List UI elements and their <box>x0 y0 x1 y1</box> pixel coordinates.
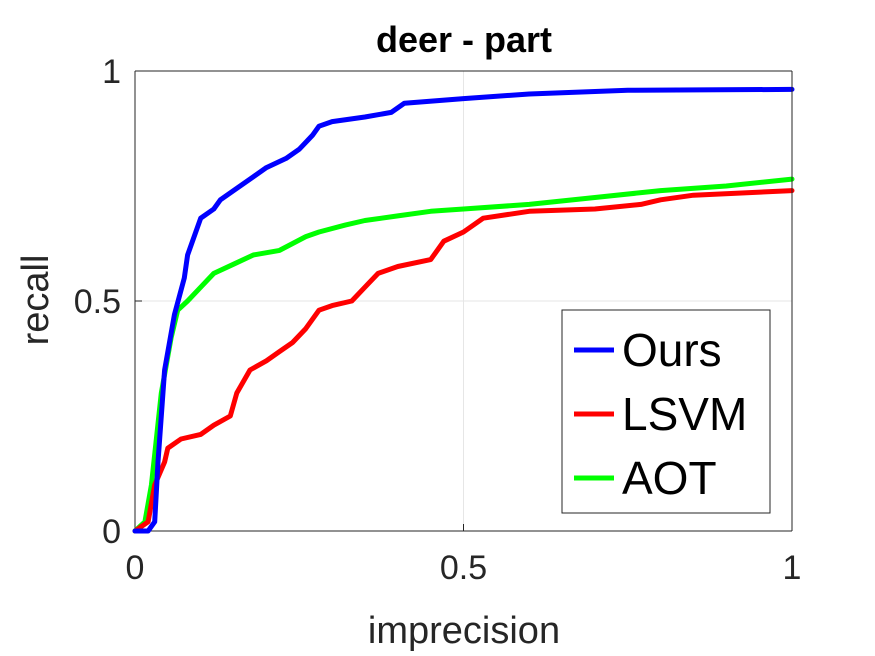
y-axis-label: recall <box>15 255 57 346</box>
x-tick-label-0: 0 <box>126 549 145 587</box>
x-axis-label: imprecision <box>368 610 560 652</box>
y-tick-label-1: 0.5 <box>74 283 121 321</box>
legend-label-ours: Ours <box>622 324 722 376</box>
y-tick-label-0: 0 <box>102 513 121 551</box>
chart-title: deer - part <box>376 19 552 60</box>
x-tick-label-2: 1 <box>783 549 802 587</box>
legend-label-lsvm: LSVM <box>622 388 747 440</box>
series-line-ours <box>132 86 795 534</box>
y-tick-label-2: 1 <box>102 53 121 91</box>
x-tick-label-1: 0.5 <box>440 549 487 587</box>
legend-label-aot: AOT <box>622 452 717 504</box>
legend: Ours LSVM AOT <box>561 309 771 514</box>
series-line-lsvm <box>132 188 795 534</box>
